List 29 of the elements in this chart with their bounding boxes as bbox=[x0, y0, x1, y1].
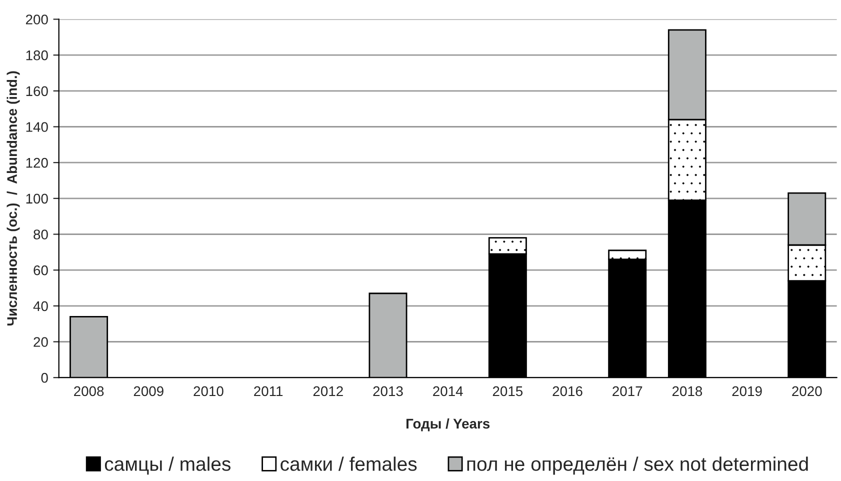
y-tick-label: 120 bbox=[26, 158, 48, 168]
legend-label: пол не определён / sex not determined bbox=[467, 456, 808, 475]
y-tick-label: 20 bbox=[34, 337, 48, 347]
x-tick-label: 2009 bbox=[134, 386, 164, 396]
x-tick-label: 2015 bbox=[492, 386, 523, 396]
legend-label: самки / females bbox=[280, 456, 417, 471]
x-tick-label: 2017 bbox=[612, 386, 642, 396]
y-tick-label: 80 bbox=[34, 230, 48, 240]
x-tick-label: 2010 bbox=[194, 386, 224, 396]
y-tick-label: 40 bbox=[33, 301, 48, 312]
y-tick-label: 180 bbox=[26, 50, 48, 60]
x-tick-label: 2014 bbox=[433, 386, 463, 396]
y-axis-title: Численность (ос.) / Abundance (ind.) bbox=[6, 71, 20, 326]
y-tick-label: 0 bbox=[41, 372, 48, 383]
y-tick-label: 60 bbox=[34, 265, 48, 276]
y-tick-label: 160 bbox=[26, 86, 48, 96]
y-tick-label: 100 bbox=[26, 194, 48, 204]
x-tick-label: 2011 bbox=[254, 386, 283, 396]
y-tick-label: 140 bbox=[26, 122, 48, 132]
x-tick-label: 2008 bbox=[74, 386, 104, 396]
x-tick-label: 2013 bbox=[373, 386, 403, 396]
x-tick-label: 2020 bbox=[792, 386, 822, 396]
legend-label: самцы / males bbox=[104, 456, 230, 475]
x-tick-label: 2019 bbox=[732, 386, 762, 396]
x-tick-label: 2018 bbox=[672, 386, 702, 396]
x-axis-title: Годы / Years bbox=[406, 418, 490, 432]
x-tick-label: 2016 bbox=[552, 386, 582, 396]
y-tick-label: 200 bbox=[26, 14, 48, 24]
x-tick-label: 2012 bbox=[313, 386, 343, 396]
